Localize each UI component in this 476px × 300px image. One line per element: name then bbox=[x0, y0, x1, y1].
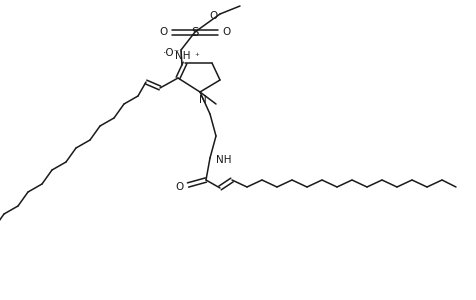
Text: O: O bbox=[222, 27, 231, 37]
Text: NH: NH bbox=[175, 51, 190, 61]
Text: O: O bbox=[209, 11, 218, 21]
Text: S: S bbox=[191, 26, 198, 38]
Text: N: N bbox=[198, 95, 207, 105]
Text: ⁺: ⁺ bbox=[194, 52, 199, 61]
Text: O: O bbox=[176, 182, 184, 192]
Text: O: O bbox=[159, 27, 168, 37]
Text: ·O⁻: ·O⁻ bbox=[162, 48, 179, 58]
Text: NH: NH bbox=[216, 155, 231, 165]
